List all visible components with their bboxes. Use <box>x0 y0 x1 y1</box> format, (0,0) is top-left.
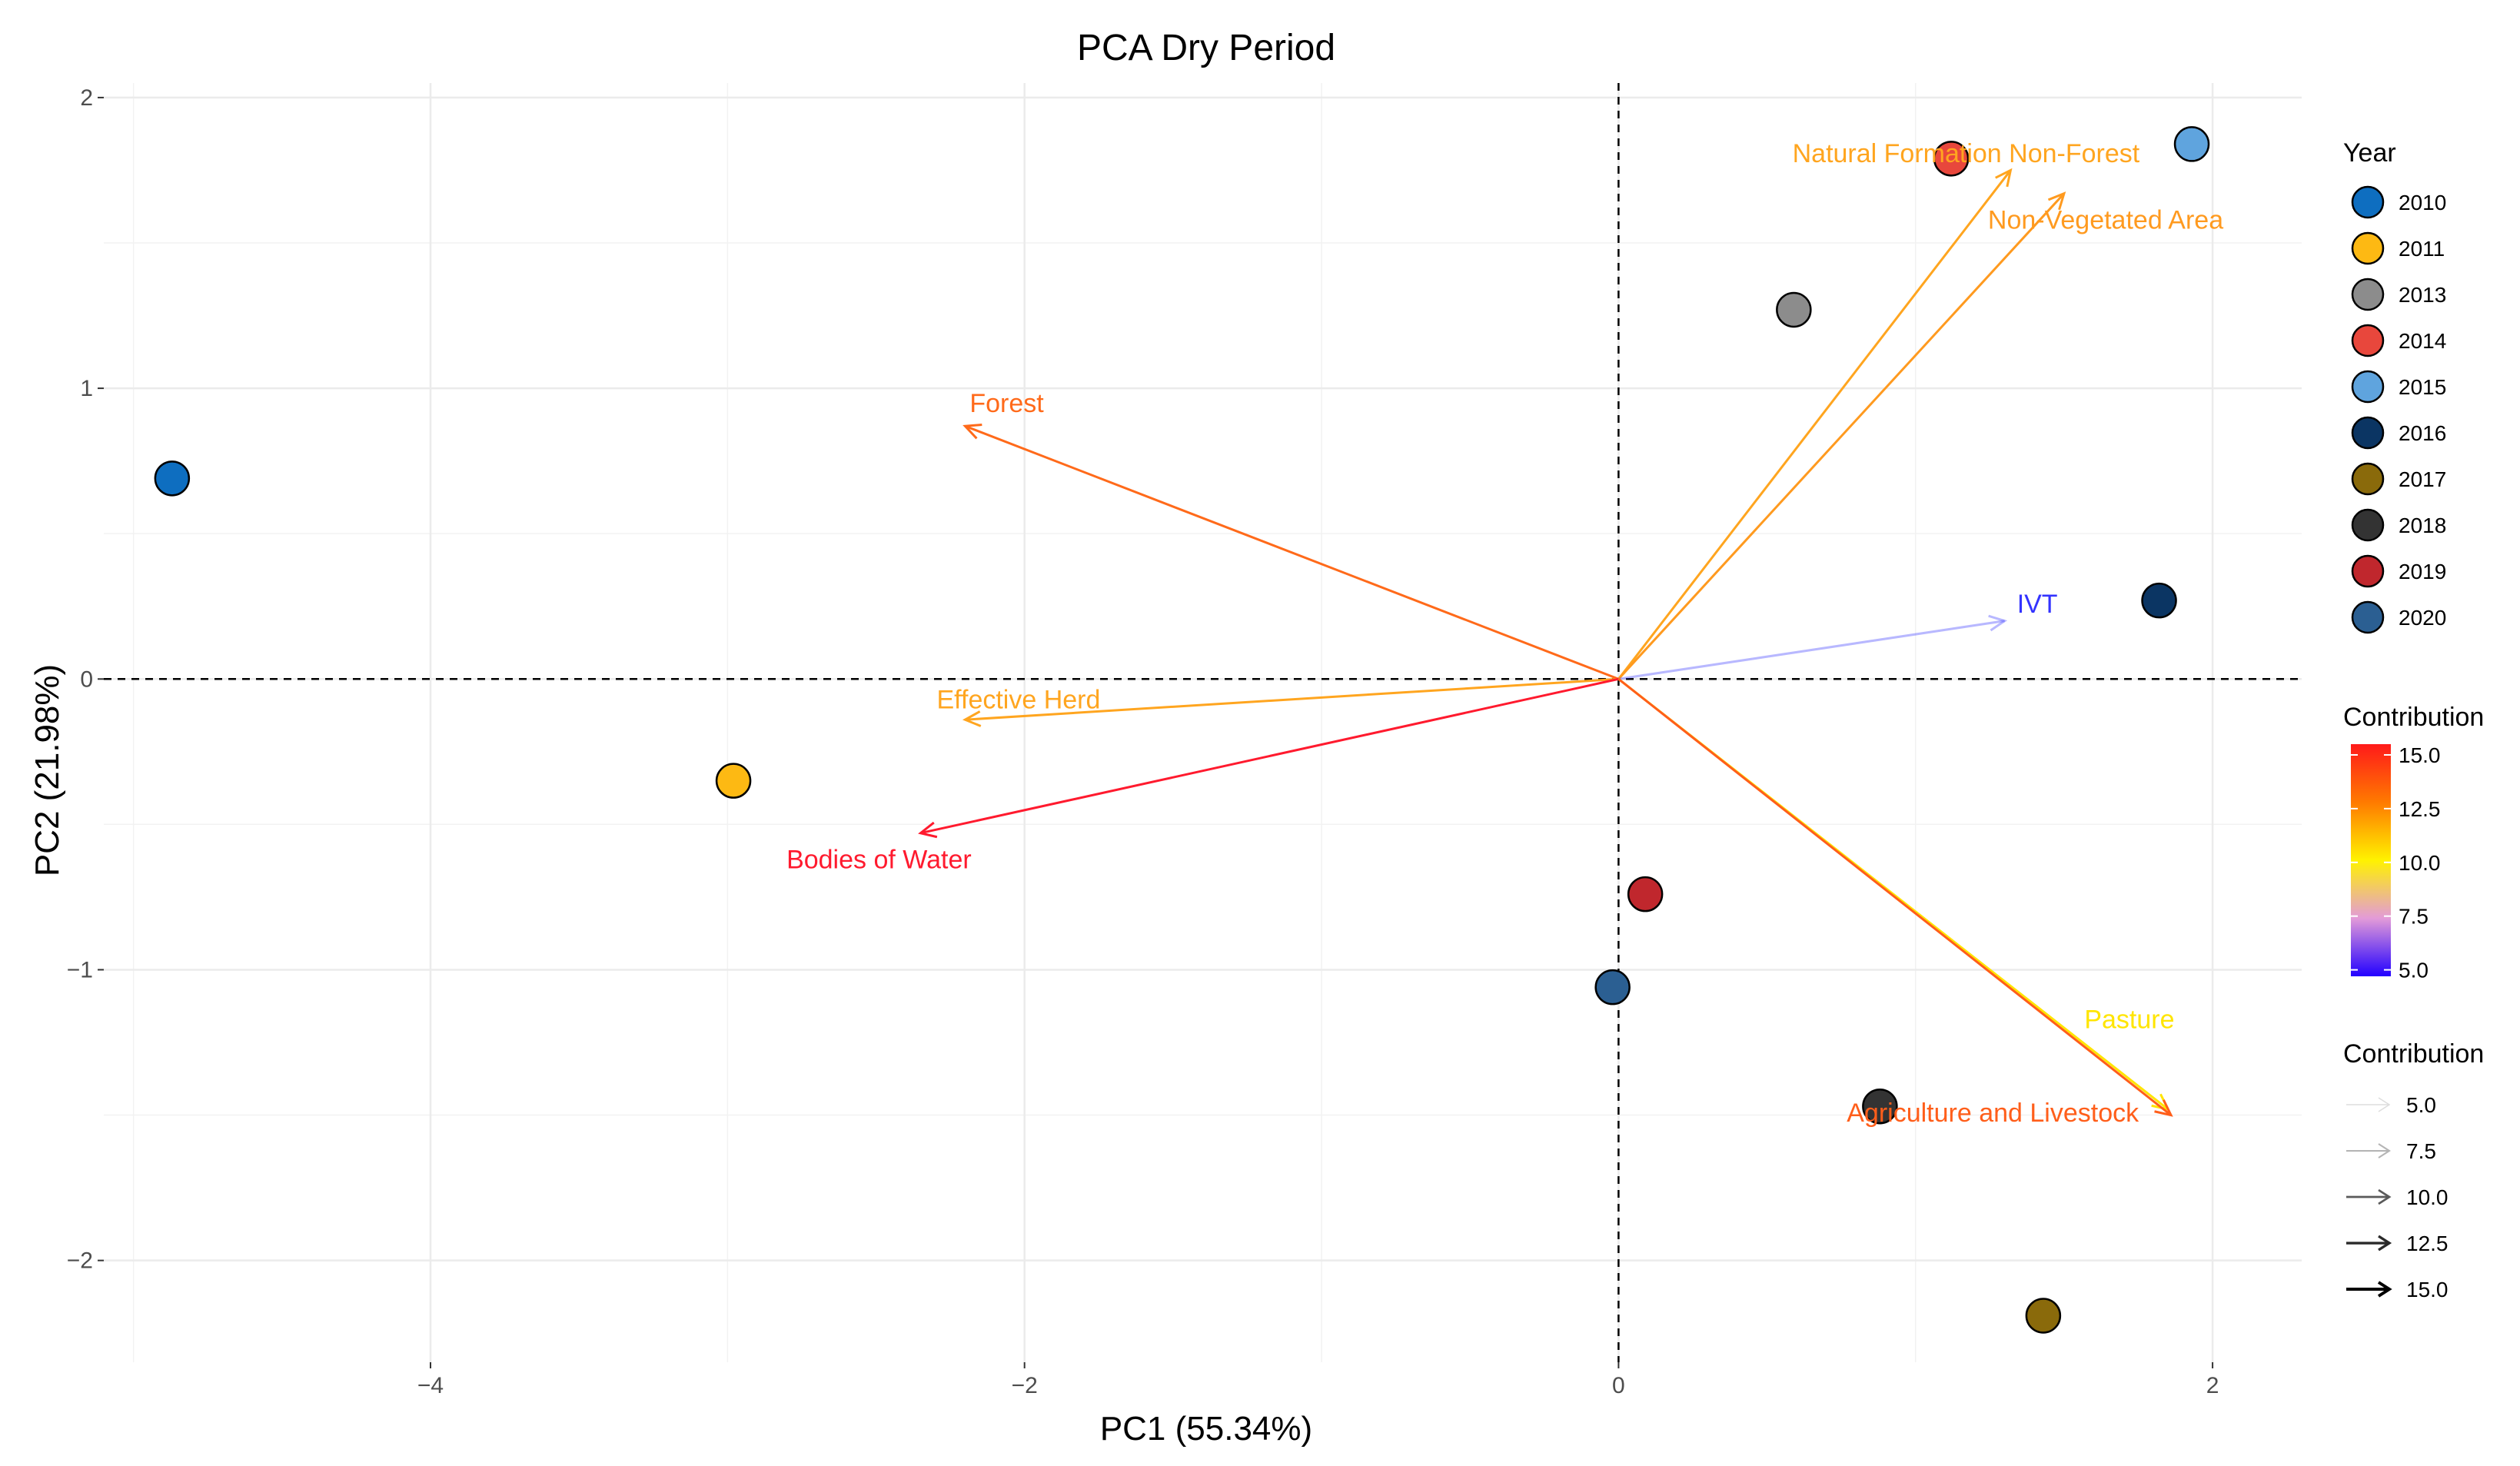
vector-line <box>965 677 1619 721</box>
legend-year-swatch <box>2351 462 2385 496</box>
legend-year-swatch <box>2351 554 2385 588</box>
variable-label: Bodies of Water <box>786 846 972 875</box>
legend-year-swatch <box>2351 600 2385 634</box>
reference-lines <box>104 83 2302 1362</box>
vector-line <box>920 677 1619 835</box>
year-point-2019 <box>1627 876 1664 913</box>
contribution-colorbar <box>2351 744 2391 976</box>
year-point-2015 <box>2173 126 2210 162</box>
x-tick-label: 0 <box>1612 1373 1625 1398</box>
legend-year-swatch <box>2351 416 2385 450</box>
y-axis-title: PC2 (21.98%) <box>28 664 66 876</box>
y-tick-label: 0 <box>80 667 93 692</box>
year-point-2018 <box>1862 1088 1898 1125</box>
vector-line <box>1617 169 2012 680</box>
variable-label: Agriculture and Livestock <box>1847 1099 2139 1128</box>
legend-width-arrowhead <box>2378 1097 2391 1112</box>
year-point-2013 <box>1776 291 1812 328</box>
vector-arrowhead <box>2154 1099 2173 1117</box>
legend-contribution-color: Contribution 15.0 12.5 10.0 7.5 5.0 <box>2343 703 2484 982</box>
grid <box>104 83 2302 1362</box>
legend-contribution-color-title: Contribution <box>2343 703 2484 732</box>
legend-year-swatch <box>2351 185 2385 219</box>
variable-label: Natural Formation Non-Forest <box>1793 139 2140 168</box>
legend-year-swatch <box>2351 370 2385 404</box>
legend-year-title: Year <box>2343 138 2396 168</box>
variable-vectors <box>918 168 2173 1117</box>
legend-year-label: 2020 <box>2399 606 2446 630</box>
legend-year-swatch <box>2351 508 2385 542</box>
vector-line <box>1617 678 2172 1116</box>
legend-contribution-width-title: Contribution <box>2343 1039 2484 1069</box>
legend-width-label: 15.0 <box>2406 1278 2449 1301</box>
legend-year-label: 2015 <box>2399 375 2446 399</box>
y-tick-label: 2 <box>80 85 93 111</box>
variable-label: Pasture <box>2084 1006 2174 1035</box>
year-point-2014 <box>1933 141 1970 177</box>
colorbar-tick-label: 10.0 <box>2399 851 2441 875</box>
legend-year-label: 2016 <box>2399 421 2446 445</box>
x-tick-label: 2 <box>2206 1373 2219 1398</box>
legend-width-arrowhead <box>2378 1235 2392 1252</box>
x-axis-title: PC1 (55.34%) <box>1100 1410 1312 1448</box>
vector-arrowhead <box>1988 614 2008 632</box>
legend-year-label: 2017 <box>2399 467 2446 491</box>
legend-year-label: 2019 <box>2399 560 2446 583</box>
variable-label: Effective Herd <box>937 686 1101 715</box>
legend-year: Year 2010 2011 2013 2014 2015 2016 2017 2018 201… <box>2343 138 2446 634</box>
legend-width-label: 12.5 <box>2406 1232 2449 1255</box>
variable-label: IVT <box>2017 590 2058 619</box>
x-tick-label: −4 <box>417 1373 444 1398</box>
legend-width-arrowhead <box>2378 1143 2391 1159</box>
vector-arrowhead <box>962 710 982 727</box>
vector-line <box>1618 620 2005 680</box>
vector-arrowhead <box>918 821 938 839</box>
legend-width-label: 10.0 <box>2406 1185 2449 1209</box>
legend-year-label: 2018 <box>2399 514 2446 537</box>
variable-label: Non-Vegetated Area <box>1988 206 2223 235</box>
legend-year-swatch <box>2351 324 2385 357</box>
year-point-2010 <box>154 460 191 497</box>
y-tick-label: −2 <box>67 1248 93 1274</box>
variable-labels: Natural Formation Non-Forest Non-Vegetate… <box>786 139 2223 1128</box>
year-points <box>154 126 2210 1334</box>
y-tick-label: −1 <box>67 957 93 982</box>
year-point-2016 <box>2141 582 2177 619</box>
legend-year-swatch <box>2351 231 2385 265</box>
vector-arrowhead <box>1995 168 2013 188</box>
legend-year-label: 2013 <box>2399 283 2446 307</box>
legend-width-label: 7.5 <box>2406 1139 2436 1163</box>
legend-contribution-width: Contribution 5.0 7.5 10.0 12.5 15.0 <box>2343 1039 2484 1301</box>
legend-year-label: 2010 <box>2399 191 2446 214</box>
vector-line <box>1617 192 2066 680</box>
vector-line <box>964 424 1619 680</box>
colorbar-tick-label: 7.5 <box>2399 905 2429 929</box>
x-tick-label: −2 <box>1012 1373 1038 1398</box>
colorbar-tick-label: 12.5 <box>2399 797 2441 821</box>
legend-width-label: 5.0 <box>2406 1093 2436 1117</box>
colorbar-tick-label: 5.0 <box>2399 959 2429 982</box>
chart-title: PCA Dry Period <box>1077 28 1335 68</box>
legend-width-arrowhead <box>2377 1281 2392 1298</box>
year-point-2017 <box>2025 1298 2062 1334</box>
y-tick-label: 1 <box>80 376 93 401</box>
legend-width-arrowhead <box>2378 1188 2392 1205</box>
legend-year-label: 2014 <box>2399 329 2446 353</box>
variable-label: Forest <box>969 389 1044 418</box>
axis-ticks: −4 −2 0 2 −2 −1 0 1 2 <box>67 85 2219 1398</box>
legend-year-swatch <box>2351 278 2385 311</box>
year-point-2020 <box>1594 969 1631 1006</box>
legend-year-label: 2011 <box>2399 237 2445 261</box>
year-point-2011 <box>715 763 752 799</box>
vector-arrowhead <box>2047 191 2066 211</box>
colorbar-tick-label: 15.0 <box>2399 743 2441 767</box>
vector-arrowhead <box>962 424 982 440</box>
